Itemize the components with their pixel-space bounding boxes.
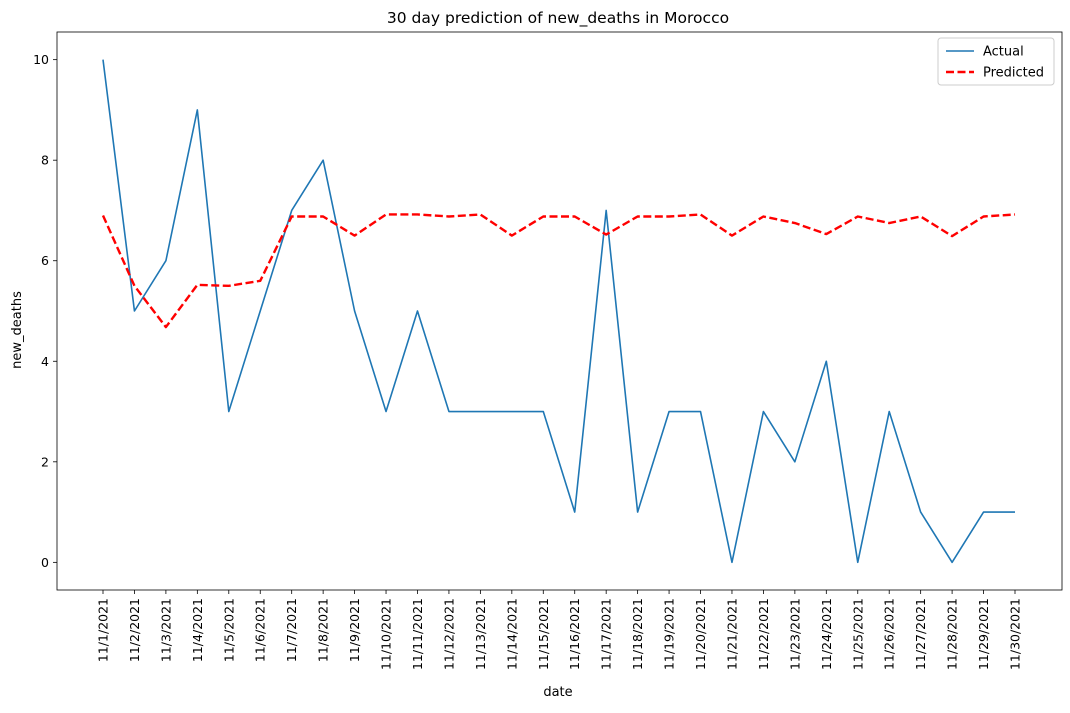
y-tick-label: 6 [41, 253, 49, 268]
x-tick-label: 11/1/2021 [96, 598, 111, 662]
x-tick-label: 11/15/2021 [536, 598, 551, 670]
y-tick-label: 4 [41, 354, 49, 369]
x-tick-label: 11/26/2021 [882, 598, 897, 670]
x-tick-label: 11/21/2021 [724, 598, 739, 670]
x-tick-label: 11/18/2021 [630, 598, 645, 670]
x-tick-label: 11/4/2021 [190, 598, 205, 662]
x-tick-label: 11/2/2021 [127, 598, 142, 662]
x-tick-label: 11/10/2021 [379, 598, 394, 670]
x-tick-label: 11/3/2021 [158, 598, 173, 662]
plot-frame [56, 31, 1063, 591]
x-tick-label: 11/13/2021 [473, 598, 488, 670]
y-tick-label: 8 [41, 153, 49, 168]
legend-label-predicted: Predicted [983, 66, 1044, 81]
x-tick-label: 11/17/2021 [599, 598, 614, 670]
x-tick-label: 11/30/2021 [1008, 598, 1023, 670]
series-line-actual [102, 59, 1015, 564]
axes: 0 2 4 6 8 10 11/1/2021 11/2/2021 11/3/2021 11/4/2… [33, 31, 1063, 670]
x-tick-label: 11/8/2021 [316, 598, 331, 662]
x-tick-label: 11/5/2021 [221, 598, 236, 662]
x-tick-label: 11/7/2021 [284, 598, 299, 662]
x-tick-label: 11/28/2021 [945, 598, 960, 670]
x-tick-label: 11/14/2021 [504, 598, 519, 670]
x-tick-label: 11/23/2021 [787, 598, 802, 670]
y-tick-label: 10 [33, 52, 49, 67]
x-axis-label: date [543, 685, 572, 700]
x-tick-label: 11/24/2021 [819, 598, 834, 670]
x-tick-label: 11/29/2021 [976, 598, 991, 670]
x-tick-label: 11/20/2021 [693, 598, 708, 670]
legend-box [937, 37, 1055, 86]
chart-title: 30 day prediction of new_deaths in Moroc… [387, 9, 729, 28]
x-tick-label: 11/25/2021 [850, 598, 865, 670]
x-tick-label: 11/6/2021 [253, 598, 268, 662]
x-tick-label: 11/16/2021 [567, 598, 582, 670]
series-line-predicted [101, 213, 1016, 329]
legend-label-actual: Actual [983, 45, 1024, 60]
x-tick-label: 11/11/2021 [410, 598, 425, 670]
x-tick-label: 11/22/2021 [756, 598, 771, 670]
series-layer [101, 59, 1016, 564]
x-tick-label: 11/12/2021 [441, 598, 456, 670]
x-tick-label: 11/19/2021 [662, 598, 677, 670]
y-tick-label: 2 [41, 454, 49, 469]
x-tick-label: 11/9/2021 [347, 598, 362, 662]
y-axis-label: new_deaths [10, 291, 25, 369]
y-tick-label: 0 [41, 555, 49, 570]
legend: Actual Predicted [937, 37, 1055, 86]
x-tick-label: 11/27/2021 [913, 598, 928, 670]
